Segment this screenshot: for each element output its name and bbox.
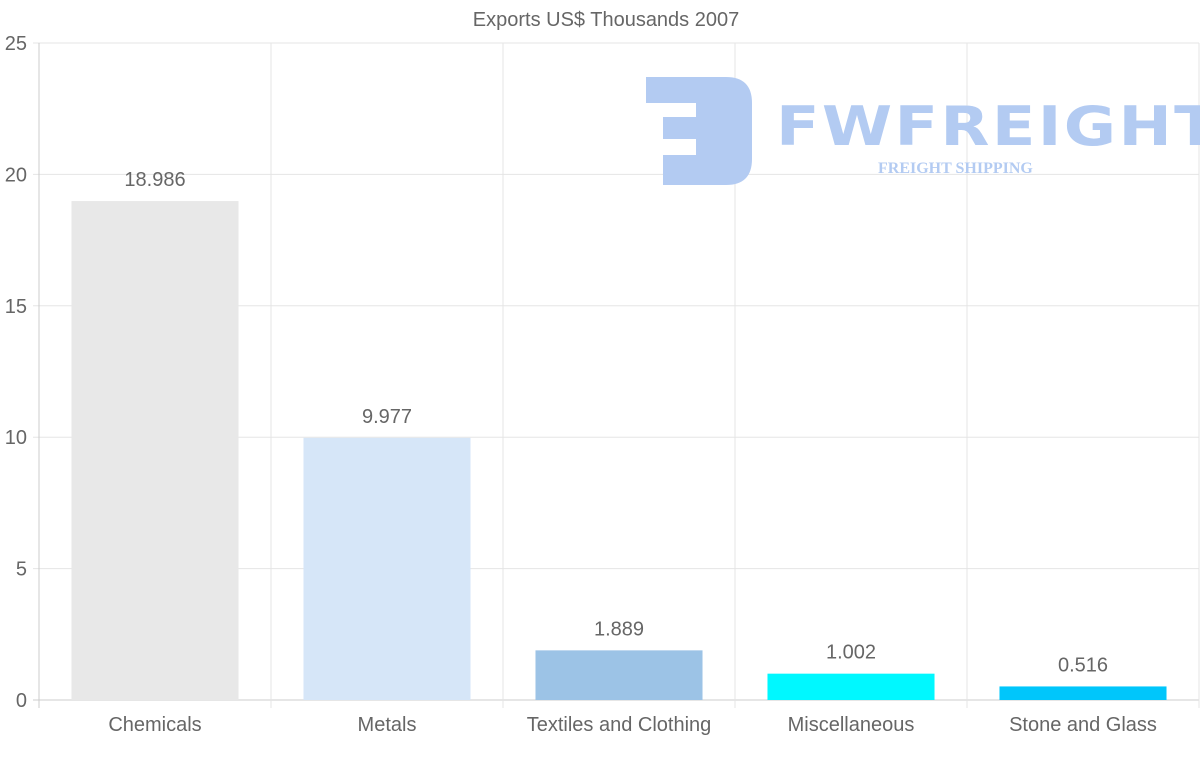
chart-title: Exports US$ Thousands 2007 (473, 9, 739, 31)
data-label: 18.986 (124, 169, 185, 191)
y-tick-label: 10 (5, 427, 27, 449)
x-tick-label: Metals (358, 714, 417, 736)
data-label: 1.002 (826, 642, 876, 664)
x-tick-label: Miscellaneous (788, 714, 915, 736)
x-tick-label: Chemicals (108, 714, 201, 736)
y-tick-label: 25 (5, 33, 27, 55)
data-label: 0.516 (1058, 654, 1108, 676)
x-tick-label: Stone and Glass (1009, 714, 1157, 736)
bar-stone-and-glass (999, 686, 1167, 700)
data-label: 1.889 (594, 618, 644, 640)
labels: 0 5 10 15 20 25 18.986 Chemicals 9.977 Metals 1.88… (5, 33, 1157, 736)
bars (71, 201, 1167, 700)
data-label: 9.977 (362, 406, 412, 428)
x-tick-label: Textiles and Clothing (527, 714, 712, 736)
bar-textiles-and-clothing (535, 650, 703, 700)
bar-chemicals (71, 201, 239, 700)
bar-miscellaneous (767, 673, 935, 700)
y-tick-label: 0 (16, 690, 27, 712)
y-tick-label: 5 (16, 559, 27, 581)
bar-metals (303, 437, 471, 700)
y-tick-label: 15 (5, 296, 27, 318)
y-tick-label: 20 (5, 164, 27, 186)
